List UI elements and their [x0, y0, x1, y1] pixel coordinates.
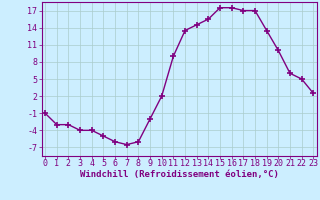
X-axis label: Windchill (Refroidissement éolien,°C): Windchill (Refroidissement éolien,°C)	[80, 170, 279, 179]
